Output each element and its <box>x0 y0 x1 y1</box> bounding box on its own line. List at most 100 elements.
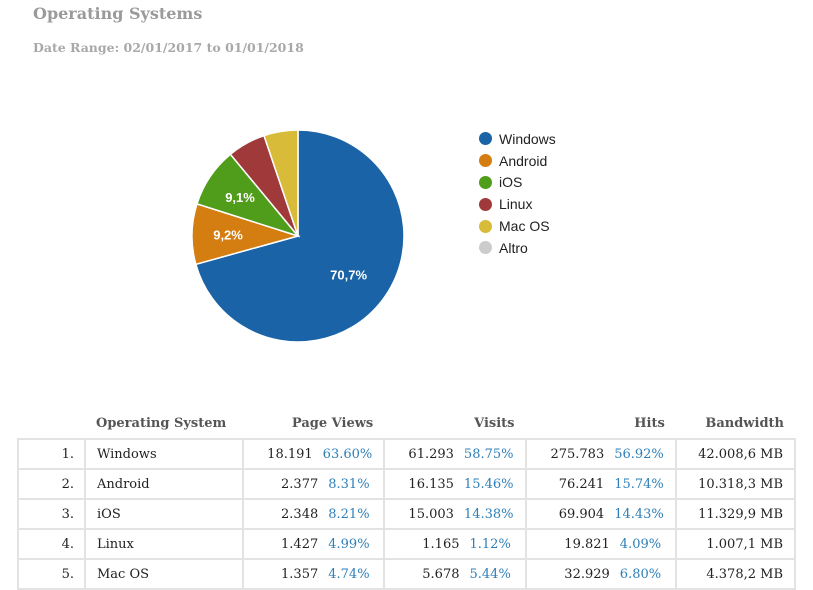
hits-percent: 15.74% <box>614 476 664 492</box>
row-rank: 3. <box>17 498 86 530</box>
row-page-views: 1.427 4.99% <box>241 528 386 560</box>
date-range: Date Range: 02/01/2017 to 01/01/2018 <box>33 40 304 55</box>
legend-label: Windows <box>499 130 556 147</box>
legend-swatch-icon <box>479 241 492 255</box>
hits-value: 32.929 <box>564 566 610 582</box>
row-page-views: 2.348 8.21% <box>241 498 386 530</box>
legend-swatch-icon <box>479 219 492 233</box>
row-bandwidth: 10.318,3 MB <box>674 468 797 500</box>
row-visits: 5.678 5.44% <box>383 558 527 590</box>
table-row: 4. Linux 1.427 4.99% 1.165 1.12% 19.821 4.0… <box>17 528 797 560</box>
table-row: 2. Android 2.377 8.31% 16.135 15.46% 76.24… <box>17 468 797 500</box>
row-visits: 16.135 15.46% <box>383 468 527 500</box>
legend-label: Linux <box>499 196 533 213</box>
page-views-value: 2.348 <box>281 506 319 522</box>
row-visits: 61.293 58.75% <box>383 438 527 470</box>
legend-item-windows[interactable]: Windows <box>479 128 556 150</box>
row-rank: 2. <box>17 468 86 500</box>
row-hits: 19.821 4.09% <box>524 528 677 560</box>
hits-percent: 56.92% <box>614 446 664 462</box>
hits-value: 19.821 <box>564 536 610 552</box>
legend-label: Altro <box>499 239 528 256</box>
header-page-views[interactable]: Page Views <box>291 416 374 431</box>
hits-percent: 4.09% <box>619 536 662 552</box>
row-rank: 4. <box>17 528 86 560</box>
row-rank: 1. <box>17 438 86 470</box>
row-os-name: Windows <box>84 438 244 470</box>
page-views-value: 18.191 <box>267 446 313 462</box>
legend-swatch-icon <box>479 197 492 211</box>
pie-chart: 70,7% 9,2% 9,1% <box>191 129 405 343</box>
os-table: Operating System Page Views Visits Hits … <box>17 409 797 590</box>
legend-item-linux[interactable]: Linux <box>479 193 556 215</box>
visits-percent: 5.44% <box>469 566 511 582</box>
legend-swatch-icon <box>479 175 492 189</box>
legend-label: iOS <box>499 174 523 191</box>
visits-value: 61.293 <box>408 446 454 462</box>
table-row: 1. Windows 18.191 63.60% 61.293 58.75% 275… <box>17 438 797 470</box>
hits-value: 76.241 <box>558 476 605 492</box>
row-page-views: 1.357 4.74% <box>241 558 386 590</box>
page-views-percent: 63.60% <box>322 446 373 462</box>
header-operating-system[interactable]: Operating System <box>96 416 227 431</box>
page-views-percent: 8.21% <box>328 506 370 522</box>
row-bandwidth: 4.378,2 MB <box>674 558 797 590</box>
visits-value: 1.165 <box>422 536 460 552</box>
header-visits[interactable]: Visits <box>474 416 515 431</box>
row-bandwidth: 11.329,9 MB <box>674 498 797 530</box>
hits-percent: 6.80% <box>619 566 662 582</box>
legend-item-altro[interactable]: Altro <box>479 237 556 259</box>
row-page-views: 2.377 8.31% <box>241 468 386 500</box>
header-rank <box>18 409 85 439</box>
visits-value: 16.135 <box>408 476 454 492</box>
row-hits: 76.241 15.74% <box>524 468 677 500</box>
row-bandwidth: 1.007,1 MB <box>674 528 797 560</box>
header-bandwidth[interactable]: Bandwidth <box>705 416 784 431</box>
row-page-views: 18.191 63.60% <box>241 438 386 470</box>
row-hits: 69.904 14.43% <box>524 498 677 530</box>
page-title: Operating Systems <box>33 4 203 23</box>
visits-percent: 58.75% <box>463 446 514 462</box>
row-hits: 275.783 56.92% <box>524 438 677 470</box>
page-views-percent: 4.99% <box>328 536 370 552</box>
legend-item-ios[interactable]: iOS <box>479 172 556 194</box>
legend-item-android[interactable]: Android <box>479 150 556 172</box>
visits-value: 15.003 <box>408 506 454 522</box>
row-os-name: iOS <box>84 498 244 530</box>
legend-swatch-icon <box>479 132 492 146</box>
page-views-percent: 4.74% <box>328 566 370 582</box>
page-views-percent: 8.31% <box>328 476 370 492</box>
legend-item-mac-os[interactable]: Mac OS <box>479 215 556 237</box>
hits-percent: 14.43% <box>614 506 664 522</box>
legend-label: Mac OS <box>499 218 550 235</box>
header-hits[interactable]: Hits <box>634 416 665 431</box>
visits-percent: 14.38% <box>463 506 514 522</box>
table-header-row: Operating System Page Views Visits Hits … <box>18 409 795 439</box>
row-rank: 5. <box>17 558 86 590</box>
hits-value: 69.904 <box>558 506 605 522</box>
row-visits: 1.165 1.12% <box>383 528 527 560</box>
legend-swatch-icon <box>479 154 492 168</box>
table-row: 3. iOS 2.348 8.21% 15.003 14.38% 69.904 14.… <box>17 498 797 530</box>
row-os-name: Mac OS <box>84 558 244 590</box>
visits-percent: 15.46% <box>463 476 514 492</box>
page-views-value: 2.377 <box>281 476 319 492</box>
hits-value: 275.783 <box>550 446 605 462</box>
pie-data-label: 9,2% <box>213 228 243 243</box>
row-bandwidth: 42.008,6 MB <box>674 438 797 470</box>
row-os-name: Linux <box>84 528 244 560</box>
row-hits: 32.929 6.80% <box>524 558 677 590</box>
pie-data-label: 70,7% <box>330 268 367 283</box>
row-visits: 15.003 14.38% <box>383 498 527 530</box>
visits-percent: 1.12% <box>469 536 511 552</box>
pie-slice-mac-os[interactable] <box>263 129 299 237</box>
legend-label: Android <box>499 152 548 169</box>
os-table-container: Operating System Page Views Visits Hits … <box>17 409 797 590</box>
page-views-value: 1.357 <box>281 566 319 582</box>
table-row: 5. Mac OS 1.357 4.74% 5.678 5.44% 32.929 6.… <box>17 558 797 590</box>
visits-value: 5.678 <box>422 566 460 582</box>
page-views-value: 1.427 <box>281 536 319 552</box>
row-os-name: Android <box>84 468 244 500</box>
pie-data-label: 9,1% <box>225 190 255 205</box>
chart-legend: Windows Android iOS Linux Mac OS Altro <box>479 128 556 259</box>
